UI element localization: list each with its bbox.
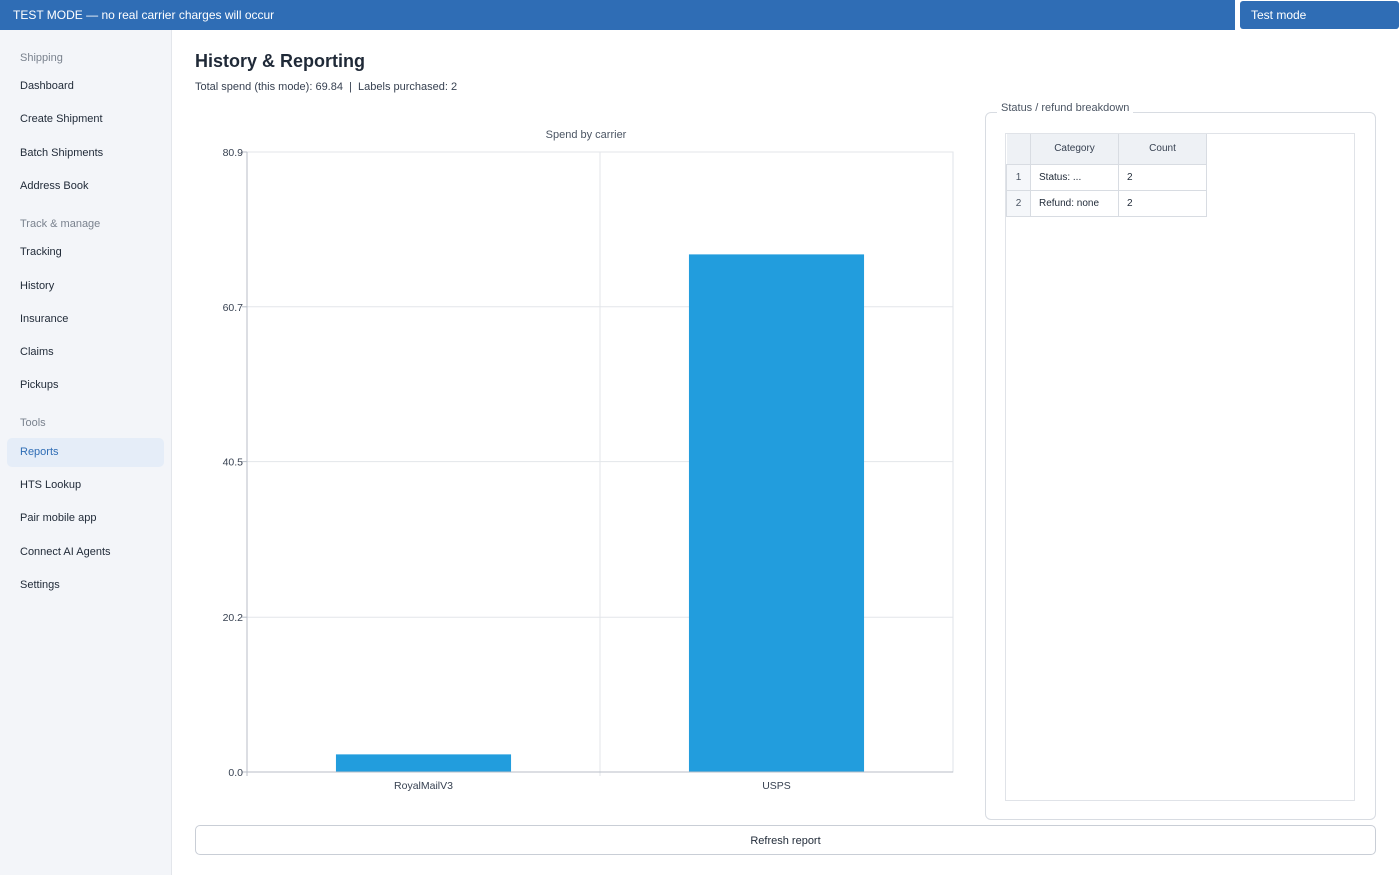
test-mode-banner: TEST MODE — no real carrier charges will… [0,0,1235,30]
breakdown-table-container: Category Count 1 Status: ... 2 2 Refund:… [1005,133,1355,801]
sidebar-item-settings[interactable]: Settings [20,579,60,591]
sidebar-item-insurance[interactable]: Insurance [20,313,69,325]
chart-title: Spend by carrier [546,129,627,141]
mode-select[interactable]: Test mode [1240,1,1399,29]
cell-count[interactable]: 2 [1118,189,1207,217]
page-title: History & Reporting [195,51,366,71]
sidebar-item-claims[interactable]: Claims [20,346,54,358]
spend-summary: Total spend (this mode): 69.84 | Labels … [195,81,458,93]
sidebar-item-dashboard[interactable]: Dashboard [20,80,74,92]
sidebar-item-batch-shipments[interactable]: Batch Shipments [20,147,104,159]
sidebar-item-history[interactable]: History [20,280,55,292]
sidebar-item-create-shipment[interactable]: Create Shipment [20,113,103,125]
cell-category[interactable]: Refund: none [1030,189,1119,217]
spend-chart: Spend by carrier 0.0 20.2 40.5 60.7 80.9 Roya… [195,123,970,803]
table-row[interactable]: 1 Status: ... 2 [1006,163,1207,191]
y-tick-label: 20.2 [223,612,244,624]
y-tick-label: 80.9 [223,147,244,159]
sidebar-section-tools: Tools [20,417,46,429]
table-row[interactable]: 2 Refund: none 2 [1006,189,1207,217]
sidebar-section-track-manage: Track & manage [20,218,101,230]
column-header-category[interactable]: Category [1030,134,1119,165]
row-number-header [1006,134,1031,165]
main-content: History & Reporting Total spend (this mo… [172,30,1400,875]
cell-category[interactable]: Status: ... [1030,163,1119,191]
sidebar-section-shipping: Shipping [20,52,63,64]
breakdown-table: Category Count 1 Status: ... 2 2 Refund:… [1006,134,1207,217]
row-number: 2 [1006,189,1031,217]
y-tick-label: 0.0 [228,767,243,779]
bar-royalmailv3[interactable] [335,754,512,772]
sidebar-item-hts-lookup[interactable]: HTS Lookup [20,479,82,491]
table-header-row: Category Count [1006,134,1207,165]
sidebar-item-reports[interactable]: Reports [7,438,164,467]
sidebar-item-tracking[interactable]: Tracking [20,246,62,258]
x-tick-label: USPS [762,780,791,792]
y-tick-label: 40.5 [223,457,244,469]
sidebar-item-connect-ai-agents[interactable]: Connect AI Agents [20,546,111,558]
spend-chart-svg: Spend by carrier 0.0 20.2 40.5 60.7 80.9 Roya… [223,129,954,792]
sidebar-item-pair-mobile-app[interactable]: Pair mobile app [20,512,97,524]
y-tick-label: 60.7 [223,302,244,314]
row-number: 1 [1006,163,1031,191]
breakdown-groupbox [985,112,1376,820]
x-tick-label: RoyalMailV3 [394,780,453,792]
breakdown-title: Status / refund breakdown [997,102,1134,114]
sidebar: Shipping Dashboard Create Shipment Batch… [0,30,172,875]
cell-count[interactable]: 2 [1118,163,1207,191]
sidebar-item-pickups[interactable]: Pickups [20,379,59,391]
top-bar: TEST MODE — no real carrier charges will… [0,0,1400,30]
column-header-count[interactable]: Count [1118,134,1207,165]
refresh-report-button[interactable]: Refresh report [195,825,1376,855]
sidebar-item-address-book[interactable]: Address Book [20,180,89,192]
bar-usps[interactable] [688,254,865,773]
